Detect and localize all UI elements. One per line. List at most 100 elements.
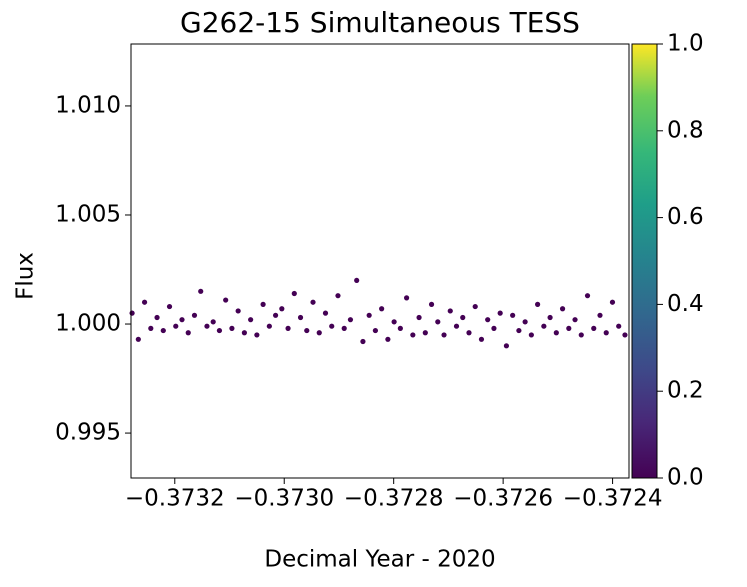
point [216, 327, 223, 334]
colorbar-tick-label: 0.2 [667, 378, 704, 404]
colorbar-frame [631, 43, 658, 479]
point [160, 327, 166, 334]
y-tick-label: 1.005 [55, 201, 121, 227]
x-tick-label: −0.3730 [234, 486, 334, 512]
point [310, 299, 316, 305]
point [391, 319, 397, 325]
point [285, 325, 291, 331]
point [397, 325, 403, 331]
point [472, 303, 478, 310]
colorbar-tick-label: 1.0 [667, 31, 704, 57]
point [491, 325, 497, 331]
point [453, 323, 460, 329]
point [522, 319, 528, 325]
point [403, 295, 410, 301]
point [204, 323, 210, 329]
chart-title: G262-15 Simultaneous TESS [180, 6, 580, 39]
point [553, 330, 559, 336]
point [191, 312, 198, 318]
point [210, 319, 216, 325]
point [329, 323, 335, 329]
point [416, 314, 422, 321]
point [528, 332, 534, 338]
point [135, 336, 141, 342]
point [279, 306, 285, 312]
point [254, 332, 260, 338]
point [266, 323, 272, 329]
point [385, 336, 391, 342]
point [516, 327, 522, 334]
point [198, 288, 204, 294]
point [566, 325, 572, 331]
point [248, 317, 254, 323]
point [341, 325, 347, 331]
point [609, 299, 616, 305]
colorbar [632, 44, 657, 478]
point [297, 314, 304, 321]
colorbar-tick-label: 0.4 [667, 291, 704, 317]
point [616, 323, 622, 329]
point [129, 310, 135, 316]
point [466, 330, 472, 336]
marks [129, 277, 628, 349]
point [360, 338, 366, 345]
point [578, 332, 584, 338]
point [235, 308, 241, 314]
point [272, 312, 279, 318]
point [241, 330, 247, 336]
colorbar-tick-label: 0.8 [667, 117, 704, 143]
point [503, 343, 510, 349]
y-tick-label: 0.995 [55, 420, 121, 446]
y-tick-label: 1.010 [55, 92, 121, 118]
point [179, 317, 185, 323]
point [460, 314, 466, 321]
point [229, 325, 235, 331]
point [510, 312, 516, 318]
point [410, 332, 416, 338]
point [185, 330, 191, 336]
x-axis-label: Decimal Year - 2020 [264, 547, 495, 573]
point [541, 323, 547, 329]
point [154, 314, 160, 321]
point [559, 306, 566, 312]
point [497, 310, 503, 316]
point [435, 319, 441, 325]
point [322, 310, 329, 316]
point [572, 317, 578, 323]
point [597, 312, 603, 318]
point [166, 303, 173, 310]
point [141, 299, 148, 305]
point [428, 301, 435, 307]
point [366, 312, 372, 318]
point [173, 323, 179, 329]
point [316, 330, 322, 336]
point [148, 325, 154, 331]
point [603, 330, 609, 336]
point [535, 301, 541, 307]
point [223, 297, 229, 303]
x-tick-label: −0.3726 [453, 486, 553, 512]
x-tick-label: −0.3732 [125, 486, 225, 512]
point [485, 317, 491, 323]
point [441, 332, 447, 338]
point [622, 332, 628, 338]
point [547, 314, 553, 321]
point [372, 327, 379, 334]
point [379, 306, 385, 312]
y-tick-label: 1.000 [55, 311, 121, 337]
x-tick-label: −0.3728 [344, 486, 444, 512]
point [260, 301, 266, 307]
point [591, 325, 597, 331]
x-tick-label: −0.3724 [563, 486, 663, 512]
point [347, 317, 354, 323]
point [584, 293, 591, 299]
plot-frame [130, 43, 630, 479]
point [291, 290, 297, 297]
point [304, 327, 310, 334]
y-axis-label: Flux [13, 252, 39, 300]
point [447, 308, 453, 314]
colorbar-tick-label: 0.6 [667, 204, 704, 230]
point [354, 277, 360, 284]
point [478, 336, 485, 342]
